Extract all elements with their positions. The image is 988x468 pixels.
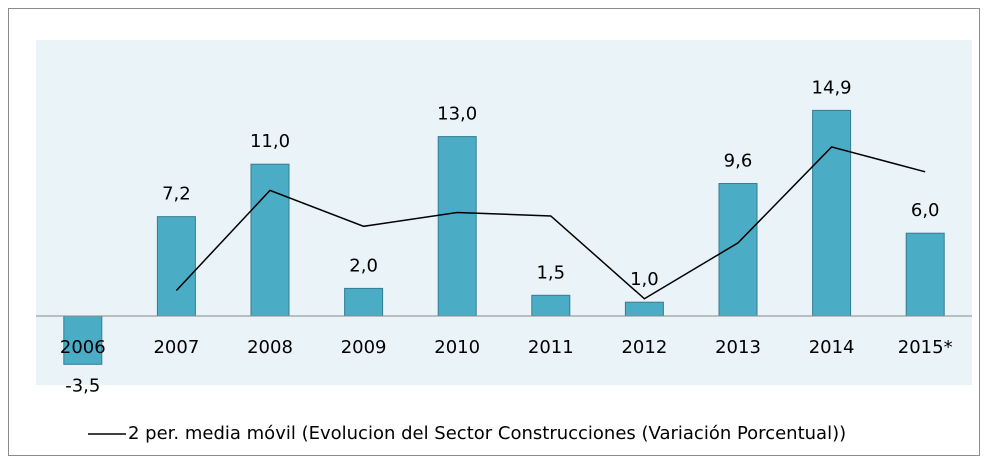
- x-tick-label: 2009: [341, 337, 387, 358]
- value-label: 11,0: [250, 131, 290, 152]
- value-label: 9,6: [724, 151, 753, 172]
- x-tick-label: 2010: [434, 337, 480, 358]
- x-tick-label: 2011: [528, 337, 574, 358]
- value-label: 7,2: [162, 184, 191, 205]
- x-tick-label: 2008: [247, 337, 293, 358]
- value-label: 1,5: [536, 262, 565, 283]
- x-tick-label: 2013: [715, 337, 761, 358]
- x-tick-label: 2012: [621, 337, 667, 358]
- value-label: 13,0: [437, 104, 477, 125]
- value-label: 2,0: [349, 255, 378, 276]
- value-label: 6,0: [911, 200, 940, 221]
- x-tick-label: 2015*: [898, 337, 953, 358]
- x-tick-label: 2006: [60, 337, 106, 358]
- value-label: 14,9: [812, 77, 852, 98]
- bar: [437, 136, 477, 317]
- bar: [624, 301, 664, 317]
- bar: [531, 294, 571, 317]
- bar: [812, 109, 852, 317]
- x-tick-label: 2014: [809, 337, 855, 358]
- legend-label: 2 per. media móvil (Evolucion del Sector…: [128, 423, 846, 444]
- bar: [156, 216, 196, 317]
- bar: [344, 287, 384, 317]
- bar: [905, 232, 945, 317]
- moving-average-line: [175, 146, 926, 300]
- bar: [250, 163, 290, 317]
- bar: [718, 183, 758, 317]
- value-label: 1,0: [630, 269, 659, 290]
- x-tick-label: 2007: [153, 337, 199, 358]
- value-label: -3,5: [65, 375, 100, 396]
